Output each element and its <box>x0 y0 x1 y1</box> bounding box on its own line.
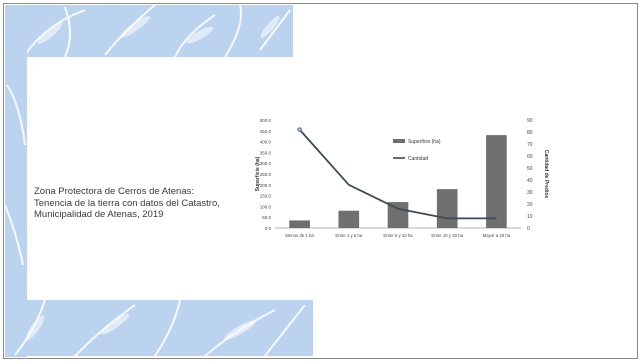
bar <box>436 189 458 228</box>
x-tick-label: Entre 1 y 5 ha <box>335 233 362 238</box>
y-tick-label: 500.0 <box>260 118 272 123</box>
x-tick-label: Mayor a 20 ha <box>483 233 511 238</box>
y2-tick-label: 80 <box>527 130 533 136</box>
decorative-band-bottom <box>5 300 313 356</box>
y2-tick-label: 60 <box>527 154 533 160</box>
y-tick-label: 100.0 <box>260 204 272 209</box>
y-tick-label: 200.0 <box>260 183 272 188</box>
y-tick-label: 400.0 <box>260 140 272 145</box>
bar <box>387 202 409 228</box>
bar <box>338 210 360 228</box>
bar <box>289 220 310 228</box>
y2-tick-label: 20 <box>527 202 533 208</box>
legend-label-bar: Superficie (ha) <box>408 139 441 145</box>
y2-tick-label: 90 <box>527 118 533 124</box>
y2-tick-label: 70 <box>527 142 533 148</box>
y2-tick-label: 10 <box>527 214 533 220</box>
y-tick-label: 0.0 <box>265 226 272 231</box>
y-tick-label: 350.0 <box>260 150 272 155</box>
y2-tick-label: 50 <box>527 166 533 172</box>
line-point <box>297 127 302 132</box>
slide-caption: Zona Protectora de Cerros de Atenas: Ten… <box>34 186 220 220</box>
legend-swatch-bar <box>393 139 405 143</box>
y-tick-label: 250.0 <box>260 172 272 177</box>
y2-axis-label: Cantidad de Predios <box>543 150 549 199</box>
combo-chart: 0.050.0100.0150.0200.0250.0300.0350.0400… <box>255 118 549 238</box>
y2-tick-label: 40 <box>527 178 533 184</box>
legend-label-line: Cantidad <box>408 156 428 162</box>
x-tick-label: Entre 5 y 10 ha <box>383 233 413 238</box>
x-tick-label: Entre 10 y 20 ha <box>431 233 463 238</box>
decorative-band-top <box>5 5 293 57</box>
leaf-pattern-bottom <box>14 300 306 356</box>
y-tick-label: 50.0 <box>262 215 271 220</box>
leaf-pattern-left <box>5 84 26 266</box>
bar <box>486 135 507 228</box>
y2-tick-label: 30 <box>527 190 533 196</box>
x-tick-label: Menos de 1 ha <box>285 233 314 238</box>
line-series <box>298 129 497 220</box>
decorative-band-left <box>5 5 27 357</box>
y2-tick-label: 0 <box>527 226 530 232</box>
slide-border <box>3 3 638 359</box>
y-tick-label: 150.0 <box>260 194 272 199</box>
y-tick-label: 450.0 <box>260 129 272 134</box>
y-axis-label: Superficie (ha) <box>255 156 261 191</box>
y-tick-label: 300.0 <box>260 161 272 166</box>
leaf-pattern-top <box>24 5 291 57</box>
